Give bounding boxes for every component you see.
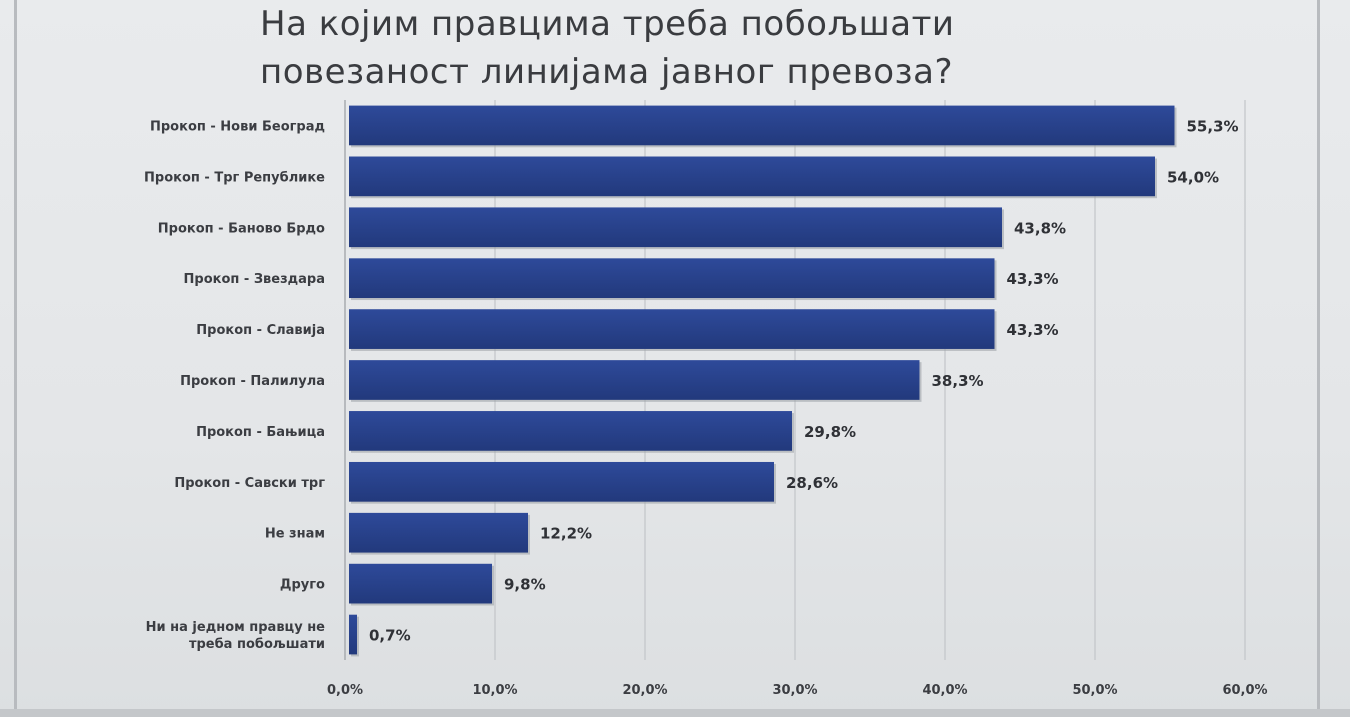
bar-group-1: 54,0% Прокоп - Трг Републике bbox=[144, 156, 1219, 199]
chart-title-line-1: На којим правцима треба побољшати bbox=[260, 4, 955, 44]
bar-10 bbox=[349, 614, 357, 655]
chart-title: На којим правцима треба побољшати повеза… bbox=[260, 0, 1160, 96]
bar-7 bbox=[349, 461, 774, 502]
x-tick-label-4: 40,0% bbox=[922, 683, 967, 698]
bar-4 bbox=[349, 309, 995, 349]
value-label-7: 28,6% bbox=[786, 474, 838, 492]
bar-group-5: 38,3% Прокоп - Палилула bbox=[180, 360, 984, 402]
x-tick-label-5: 50,0% bbox=[1072, 683, 1117, 698]
bar-group-6: 29,8% Прокоп - Бањица bbox=[196, 411, 856, 453]
bar-6 bbox=[349, 411, 792, 451]
category-label-1: Прокоп - Трг Републике bbox=[144, 170, 325, 185]
bar-8 bbox=[349, 512, 528, 553]
category-label-5: Прокоп - Палилула bbox=[180, 374, 325, 389]
category-label-3: Прокоп - Звездара bbox=[184, 272, 325, 287]
value-label-0: 55,3% bbox=[1187, 117, 1239, 135]
screen-frame-left bbox=[14, 0, 17, 717]
category-label-6: Прокоп - Бањица bbox=[196, 425, 325, 440]
category-label-4: Прокоп - Славија bbox=[196, 323, 325, 338]
category-label-2: Прокоп - Баново Брдо bbox=[158, 221, 325, 236]
bar-group-10: 0,7% Ни на једном правцу не треба побољшат… bbox=[146, 614, 411, 657]
bar-group-2: 43,8% Прокоп - Баново Брдо bbox=[158, 207, 1066, 250]
value-label-10: 0,7% bbox=[369, 627, 411, 645]
category-label-10-line-1: треба побољшати bbox=[189, 637, 325, 652]
value-label-8: 12,2% bbox=[540, 525, 592, 543]
category-label-7: Прокоп - Савски трг bbox=[174, 476, 325, 491]
bar-0 bbox=[349, 105, 1175, 146]
x-tick-label-2: 20,0% bbox=[622, 683, 667, 698]
bar-group-7: 28,6% Прокоп - Савски трг bbox=[174, 461, 838, 504]
bar-group-0: 55,3% Прокоп - Нови Београд bbox=[150, 105, 1239, 148]
bar-5 bbox=[349, 360, 920, 400]
value-label-1: 54,0% bbox=[1167, 168, 1219, 186]
bar-group-3: 43,3% Прокоп - Звездара bbox=[184, 258, 1059, 301]
bar-group-9: 9,8% Друго bbox=[280, 563, 546, 606]
x-tick-label-6: 60,0% bbox=[1222, 683, 1267, 698]
category-label-0: Прокоп - Нови Београд bbox=[150, 119, 325, 134]
value-label-4: 43,3% bbox=[1007, 321, 1059, 339]
x-tick-label-1: 10,0% bbox=[472, 683, 517, 698]
value-label-3: 43,3% bbox=[1007, 270, 1059, 288]
category-label-9: Друго bbox=[280, 578, 325, 593]
category-label-8: Не знам bbox=[265, 527, 325, 542]
bar-1 bbox=[349, 156, 1155, 197]
bar-9 bbox=[349, 563, 492, 604]
screen-frame-bottom bbox=[0, 709, 1350, 717]
value-label-9: 9,8% bbox=[504, 576, 546, 594]
bar-group-4: 43,3% Прокоп - Славија bbox=[196, 309, 1059, 351]
x-tick-label-3: 30,0% bbox=[772, 683, 817, 698]
value-label-2: 43,8% bbox=[1014, 219, 1066, 237]
screen-frame-right bbox=[1317, 0, 1320, 717]
bar-2 bbox=[349, 207, 1002, 248]
value-label-5: 38,3% bbox=[932, 372, 984, 390]
bar-group-8: 12,2% Не знам bbox=[265, 512, 592, 555]
category-label-10-line-0: Ни на једном правцу не bbox=[146, 620, 326, 635]
x-tick-label-0: 0,0% bbox=[327, 683, 363, 698]
chart-title-line-2: повезаност линијама јавног превоза? bbox=[260, 52, 954, 92]
bar-3 bbox=[349, 258, 995, 299]
value-label-6: 29,8% bbox=[804, 423, 856, 441]
